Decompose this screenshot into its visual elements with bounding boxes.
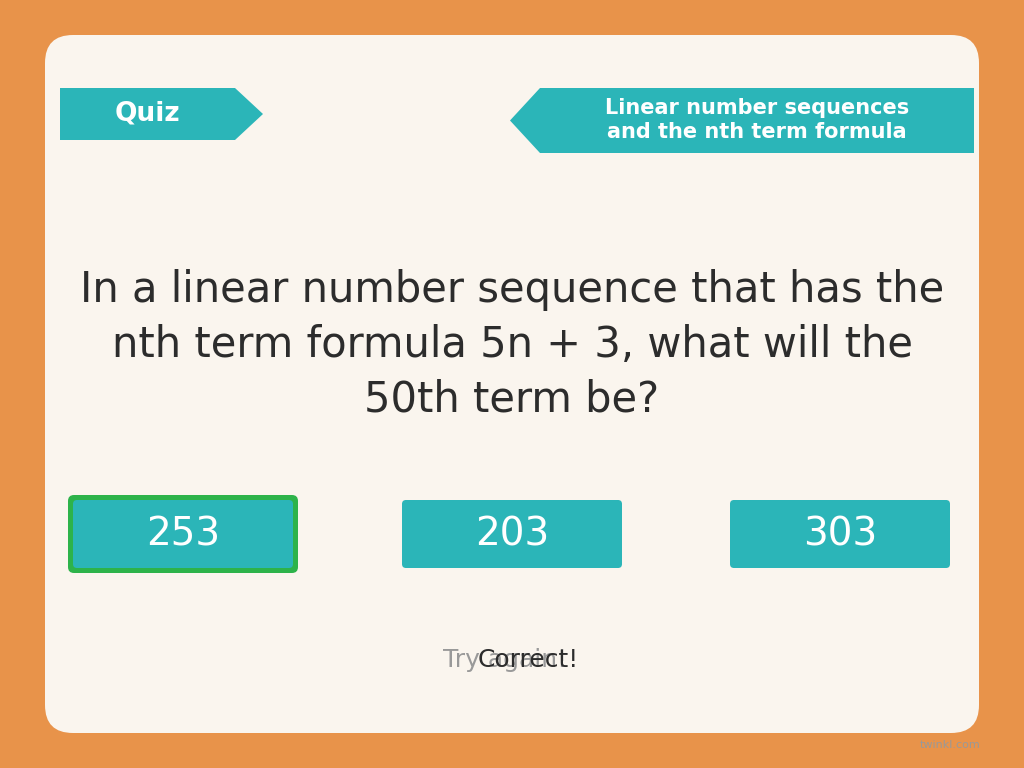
Text: 253: 253 <box>146 515 220 553</box>
FancyBboxPatch shape <box>73 500 293 568</box>
FancyBboxPatch shape <box>402 500 622 568</box>
Text: Try again!: Try again! <box>443 648 567 672</box>
Text: Correct!: Correct! <box>477 648 579 672</box>
Text: 50th term be?: 50th term be? <box>365 379 659 421</box>
Polygon shape <box>60 88 263 140</box>
Text: Linear number sequences: Linear number sequences <box>605 98 909 118</box>
Text: and the nth term formula: and the nth term formula <box>607 123 907 143</box>
Text: In a linear number sequence that has the: In a linear number sequence that has the <box>80 269 944 311</box>
FancyBboxPatch shape <box>68 495 298 573</box>
FancyBboxPatch shape <box>45 35 979 733</box>
Text: twinkl.com: twinkl.com <box>920 740 980 750</box>
Polygon shape <box>510 88 974 153</box>
Text: Quiz: Quiz <box>115 101 180 127</box>
Text: nth term formula 5n + 3, what will the: nth term formula 5n + 3, what will the <box>112 324 912 366</box>
Text: 303: 303 <box>803 515 878 553</box>
FancyBboxPatch shape <box>730 500 950 568</box>
Text: 203: 203 <box>475 515 549 553</box>
